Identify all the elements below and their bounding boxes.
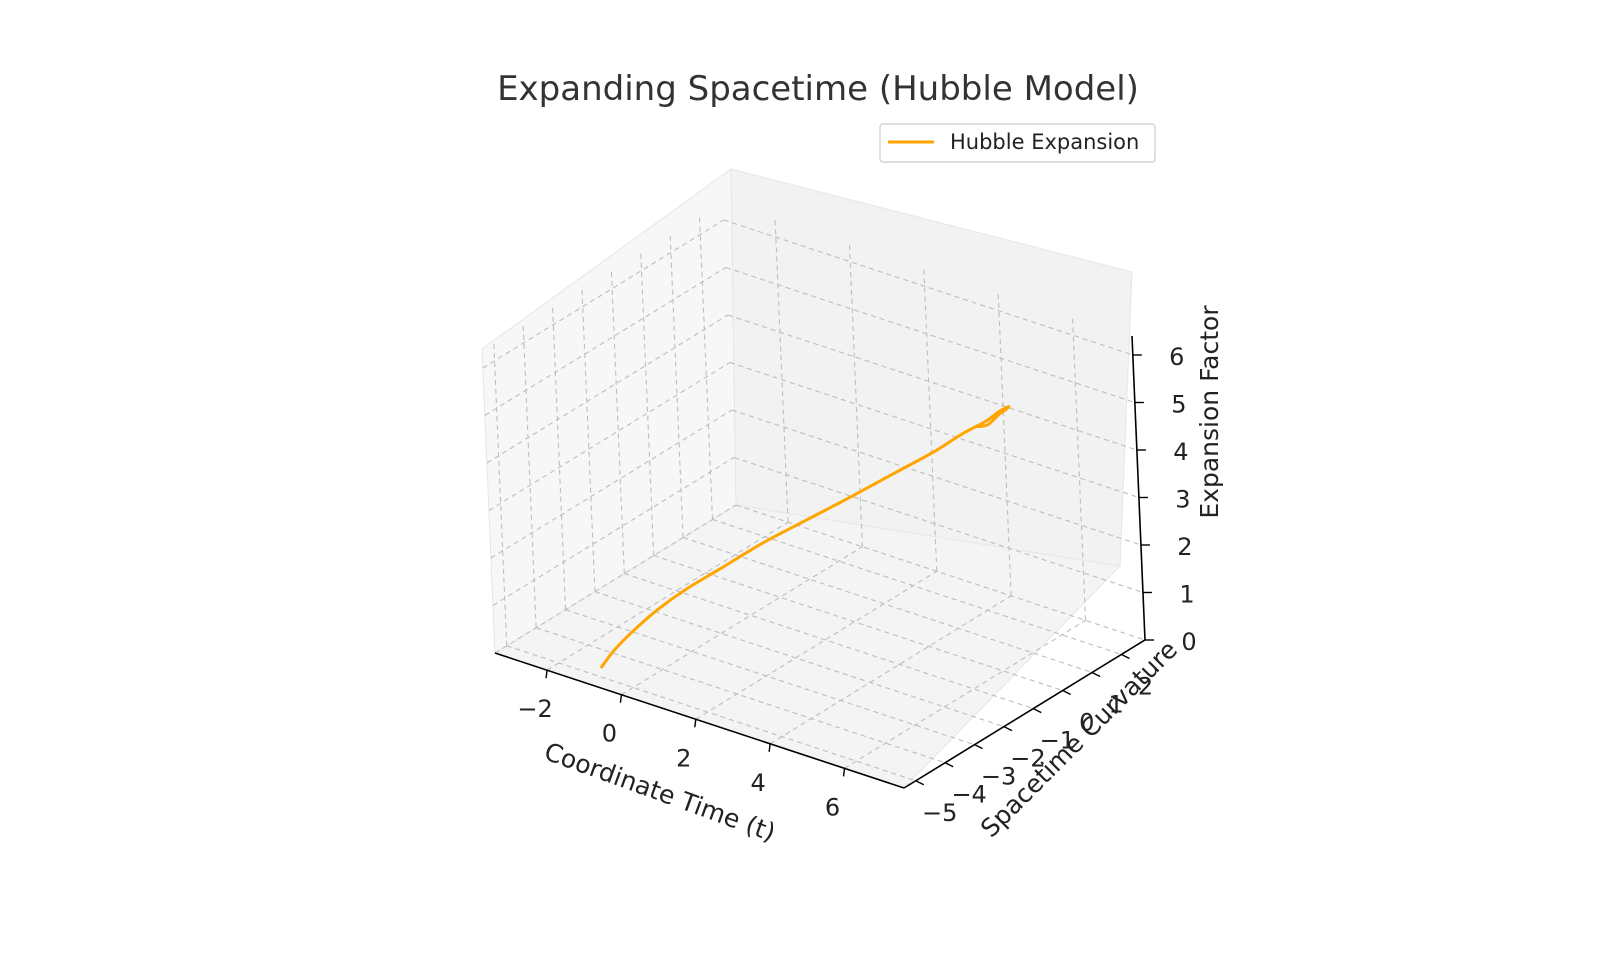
x-backwall-gridline (774, 218, 789, 523)
z-leftwall-gridline (486, 314, 729, 464)
y-tick-mark (915, 780, 925, 786)
z-tick-label: 3 (1175, 486, 1190, 514)
x-tick-mark (619, 694, 623, 703)
x-tick-label: −2 (517, 695, 552, 723)
x-floor-gridline (621, 546, 863, 696)
x-floor-gridline (769, 595, 1012, 745)
x-backwall-gridline (997, 291, 1012, 596)
y-tick-mark (1033, 707, 1042, 714)
y-tick-label: −2 (1010, 745, 1045, 773)
x-tick-mark (842, 768, 846, 777)
z-leftwall-gridline (490, 409, 733, 559)
y-axis-line (903, 639, 1146, 789)
x-tick-mark (694, 719, 697, 728)
back-wall-pane (730, 168, 1133, 567)
y-leftwall-gridline (640, 251, 655, 556)
x-tick-mark (545, 670, 548, 679)
y-leftwall-gridline (522, 323, 537, 628)
y-tick-label: 1 (1108, 690, 1123, 718)
x-tick-label: 6 (825, 793, 840, 821)
y-tick-label: −5 (922, 799, 957, 827)
y-tick-label: 2 (1138, 672, 1153, 700)
z-axis-line (1131, 335, 1146, 641)
chart-title: Expanding Spacetime (Hubble Model) (497, 69, 1139, 109)
x-floor-gridline (695, 570, 938, 720)
z-tick-label: 4 (1173, 438, 1188, 466)
y-tick-mark (1062, 689, 1072, 696)
z-leftwall-gridline (484, 267, 727, 416)
x-axis-label: Coordinate Time (t) (541, 737, 780, 848)
legend-label: Hubble Expansion (950, 130, 1139, 154)
x-tick-label: 2 (676, 744, 691, 772)
x-tick-label: 0 (602, 720, 617, 748)
y-tick-mark (1003, 726, 1013, 732)
x-backwall-gridline (923, 267, 938, 572)
z-leftwall-gridline (482, 219, 725, 369)
z-tick-label: 0 (1181, 628, 1196, 656)
axes (494, 335, 1154, 789)
series-line-0 (600, 405, 1011, 669)
y-tick-mark (1091, 671, 1101, 678)
z-tick-label: 2 (1177, 533, 1192, 561)
axis-panes (481, 168, 1133, 789)
z-tick-label: 1 (1179, 581, 1194, 609)
legend-frame (879, 123, 1156, 163)
z-leftwall-gridline (488, 362, 731, 511)
x-backwall-gridline (848, 242, 863, 547)
z-leftwall-gridline (494, 504, 737, 654)
y-leftwall-gridline (581, 287, 596, 592)
y-tick-label: 0 (1079, 709, 1094, 737)
y-tick-mark (1121, 653, 1130, 660)
z-axis-label: Expansion Factor (1195, 305, 1224, 519)
z-leftwall-gridline (492, 457, 735, 606)
legend: Hubble Expansion (879, 123, 1156, 163)
y-leftwall-gridline (610, 269, 625, 574)
y-tick-label: −4 (951, 781, 986, 809)
y-tick-label: −3 (981, 763, 1016, 791)
y-tick-mark (974, 744, 983, 750)
x-backwall-gridline (1071, 316, 1087, 621)
x-tick-label: 4 (751, 769, 766, 797)
y-leftwall-gridline (493, 341, 508, 646)
series-layer (600, 405, 1011, 669)
z-tick-label: 5 (1171, 391, 1186, 419)
y-leftwall-gridline (551, 305, 567, 610)
z-tick-label: 6 (1169, 343, 1184, 371)
x-tick-mark (768, 743, 771, 752)
x-floor-gridline (546, 521, 789, 671)
y-leftwall-gridline (669, 233, 684, 538)
x-floor-gridline (844, 619, 1086, 769)
y-tick-label: −1 (1040, 727, 1075, 755)
y-leftwall-gridline (698, 215, 714, 520)
grid-lines (482, 215, 1146, 782)
y-tick-mark (944, 762, 954, 768)
x-axis-line (494, 652, 905, 789)
